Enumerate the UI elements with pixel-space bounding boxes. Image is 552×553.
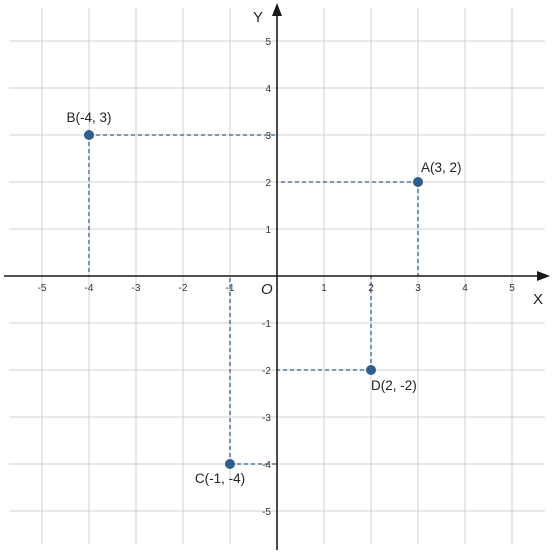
x-tick-label: -4 xyxy=(85,283,94,294)
y-tick-label: 4 xyxy=(265,84,271,95)
point-label: D(2, -2) xyxy=(371,378,417,393)
x-tick-label: 3 xyxy=(415,283,421,294)
y-tick-label: -3 xyxy=(262,413,271,424)
data-point xyxy=(413,177,423,187)
x-tick-label: 5 xyxy=(509,283,515,294)
x-tick-label: -3 xyxy=(132,283,141,294)
y-tick-label: 2 xyxy=(265,178,271,189)
tick-labels: -5 -4 -3 -2 -1 1 2 3 4 5 5 4 3 2 1 -1 -2 -3 -4 -5 xyxy=(38,37,516,518)
y-axis-label: Y xyxy=(253,9,263,26)
x-tick-label: 4 xyxy=(462,283,468,294)
y-tick-label: 3 xyxy=(265,131,271,142)
data-point xyxy=(366,365,376,375)
y-axis-arrow xyxy=(272,3,282,16)
y-tick-label: -4 xyxy=(262,460,271,471)
point-label: B(-4, 3) xyxy=(66,110,111,125)
x-axis-arrow xyxy=(537,271,550,281)
data-point xyxy=(84,130,94,140)
x-tick-label: 1 xyxy=(321,283,327,294)
x-tick-label: -5 xyxy=(38,283,47,294)
origin-label: O xyxy=(261,281,273,298)
y-tick-label: 5 xyxy=(265,37,271,48)
point-label: C(-1, -4) xyxy=(195,471,245,486)
y-tick-label: -1 xyxy=(262,319,271,330)
axes xyxy=(4,3,550,550)
x-tick-label: -2 xyxy=(179,283,188,294)
x-tick-label: -1 xyxy=(226,283,235,294)
data-point xyxy=(225,459,235,469)
point-label: A(3, 2) xyxy=(421,160,462,175)
projection-lines xyxy=(88,134,419,465)
y-tick-label: 1 xyxy=(265,225,271,236)
data-points: A(3, 2) B(-4, 3) C(-1, -4) D(2, -2) xyxy=(66,110,461,486)
y-tick-label: -5 xyxy=(262,507,271,518)
x-tick-label: 2 xyxy=(368,283,374,294)
y-tick-label: -2 xyxy=(262,366,271,377)
x-axis-label: X xyxy=(533,291,543,308)
